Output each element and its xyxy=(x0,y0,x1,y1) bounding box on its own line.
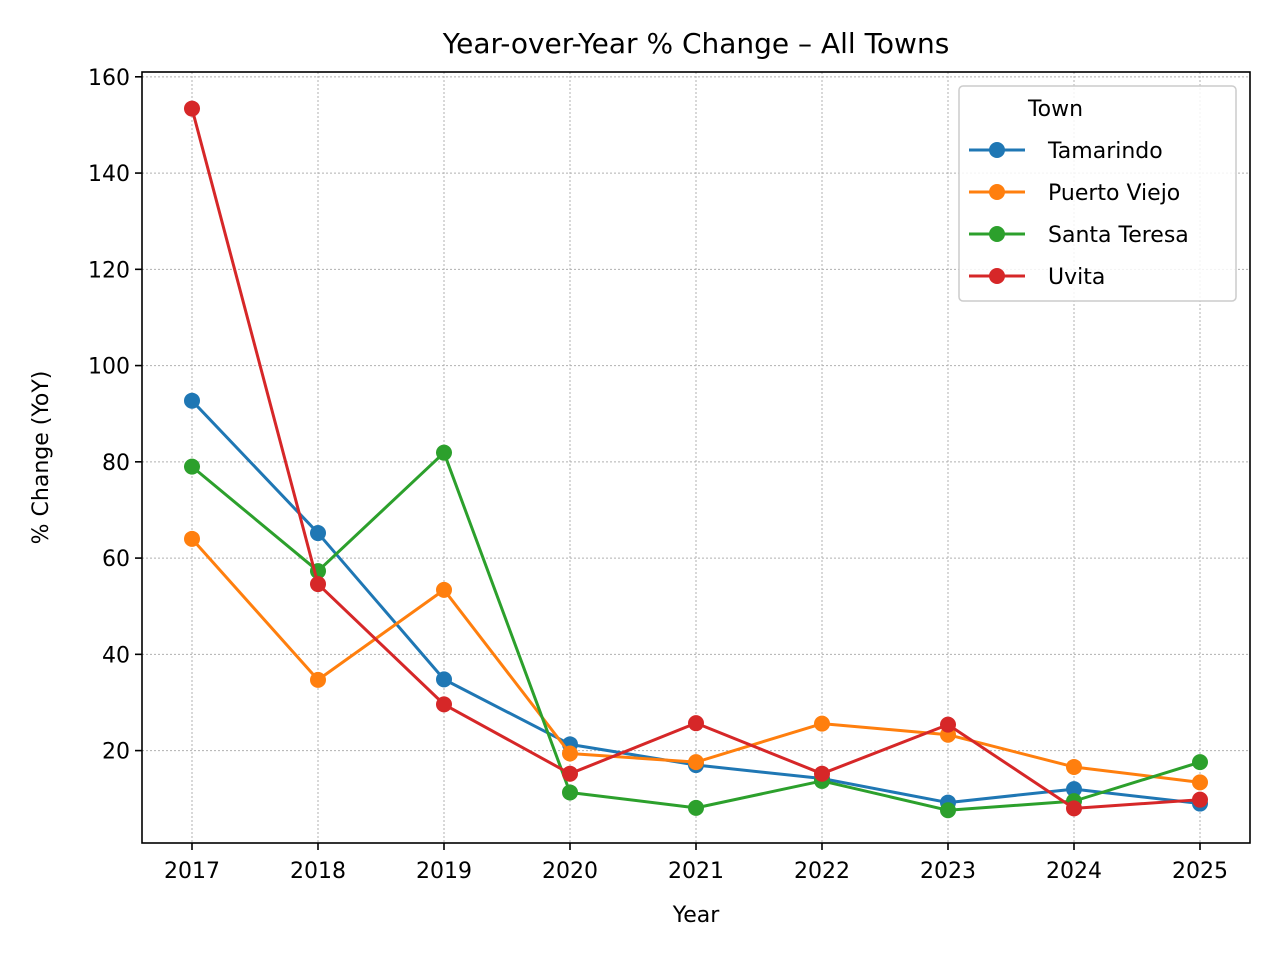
data-point xyxy=(940,716,956,733)
y-tick-label: 160 xyxy=(88,66,130,91)
legend-label: Santa Teresa xyxy=(1048,223,1189,248)
data-point xyxy=(1066,758,1082,775)
legend-marker xyxy=(989,268,1005,284)
y-tick-label: 60 xyxy=(102,547,130,572)
data-point xyxy=(184,458,200,475)
legend-item: Uvita xyxy=(969,265,1105,290)
series-puerto-viejo xyxy=(184,530,1208,791)
legend-item: Puerto Viejo xyxy=(969,181,1180,206)
data-point xyxy=(1192,791,1208,808)
legend-marker xyxy=(989,226,1005,242)
y-tick-label: 140 xyxy=(88,162,130,187)
x-tick-label: 2019 xyxy=(416,859,472,884)
data-point xyxy=(562,745,578,762)
data-point xyxy=(436,581,452,598)
grid-lines xyxy=(142,72,1250,843)
data-point xyxy=(814,715,830,732)
legend-item: Tamarindo xyxy=(969,139,1163,164)
x-axis-label: Year xyxy=(672,903,721,928)
legend-marker xyxy=(989,142,1005,158)
y-tick-label: 20 xyxy=(102,740,130,765)
y-tick-label: 80 xyxy=(102,451,130,476)
legend-label: Uvita xyxy=(1048,265,1105,290)
x-tick-label: 2018 xyxy=(290,859,346,884)
x-tick-label: 2025 xyxy=(1172,859,1228,884)
data-point xyxy=(310,525,326,542)
x-tick-label: 2022 xyxy=(794,859,850,884)
data-point xyxy=(688,715,704,732)
data-point xyxy=(562,765,578,782)
x-tick-label: 2020 xyxy=(542,859,598,884)
y-tick-label: 100 xyxy=(88,355,130,380)
series-layer xyxy=(184,100,1208,819)
data-point xyxy=(184,100,200,117)
legend-label: Puerto Viejo xyxy=(1048,181,1180,206)
x-tick-label: 2023 xyxy=(920,859,976,884)
data-point xyxy=(562,784,578,801)
chart-title: Year-over-Year % Change – All Towns xyxy=(442,27,950,60)
y-tick-label: 40 xyxy=(102,643,130,668)
data-point xyxy=(436,444,452,461)
y-axis-label: % Change (YoY) xyxy=(29,371,54,545)
data-point xyxy=(1192,774,1208,791)
legend-title: Town xyxy=(1027,97,1083,122)
data-point xyxy=(1066,781,1082,798)
x-tick-label: 2017 xyxy=(164,859,220,884)
x-tick-label: 2024 xyxy=(1046,859,1102,884)
data-point xyxy=(310,576,326,593)
legend: Town Tamarindo Puerto Viejo Santa Teresa Uvi… xyxy=(958,85,1237,302)
data-point xyxy=(814,765,830,782)
data-point xyxy=(1066,800,1082,817)
data-point xyxy=(688,799,704,816)
data-point xyxy=(436,671,452,688)
legend-marker xyxy=(989,184,1005,200)
data-point xyxy=(436,696,452,713)
legend-item: Santa Teresa xyxy=(969,223,1189,248)
series-uvita xyxy=(184,100,1208,817)
data-point xyxy=(1192,754,1208,771)
data-point xyxy=(184,392,200,409)
data-point xyxy=(940,802,956,819)
x-tick-label: 2021 xyxy=(668,859,724,884)
axes: 2017 2018 2019 2020 2021 2022 2023 2024 2025 20 40… xyxy=(88,66,1228,884)
legend-frame xyxy=(958,85,1237,302)
data-point xyxy=(184,530,200,547)
data-point xyxy=(310,671,326,688)
y-tick-label: 120 xyxy=(88,258,130,283)
legend-label: Tamarindo xyxy=(1047,139,1163,164)
data-point xyxy=(688,754,704,771)
